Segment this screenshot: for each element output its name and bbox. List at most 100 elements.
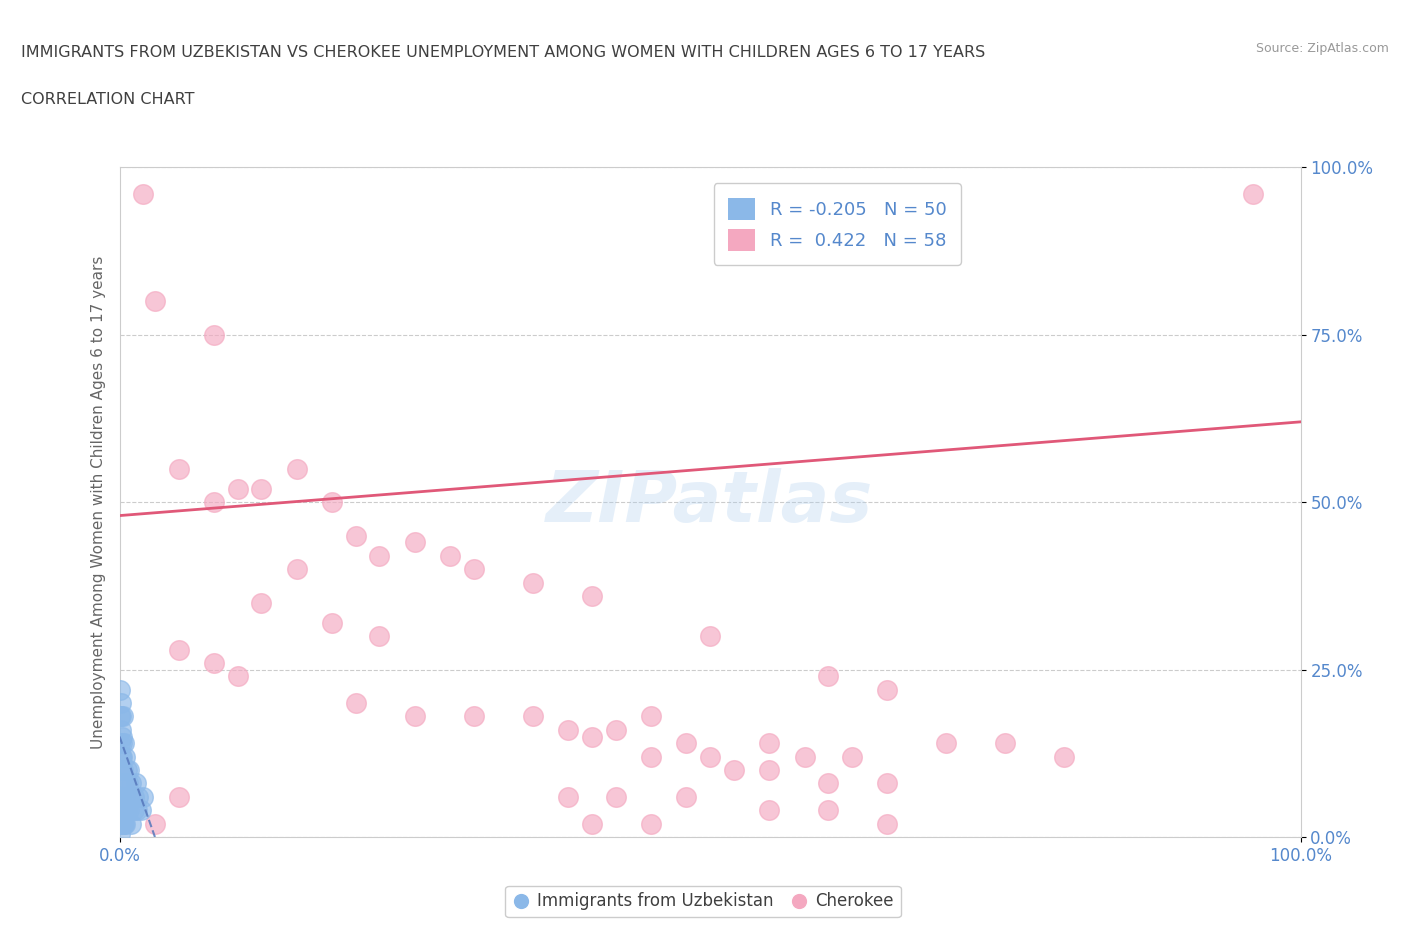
- Point: [110, 817, 132, 831]
- Point: [1241, 187, 1264, 202]
- Point: [404, 535, 426, 550]
- Point: [226, 482, 249, 497]
- Point: [368, 549, 391, 564]
- Point: [114, 750, 136, 764]
- Point: [368, 629, 391, 644]
- Point: [108, 776, 131, 790]
- Point: [112, 709, 135, 724]
- Point: [285, 461, 308, 476]
- Point: [640, 750, 662, 764]
- Point: [675, 790, 697, 804]
- Point: [112, 803, 135, 817]
- Point: [699, 629, 721, 644]
- Point: [640, 709, 662, 724]
- Point: [581, 729, 603, 744]
- Point: [557, 790, 579, 804]
- Point: [110, 750, 132, 764]
- Point: [111, 750, 134, 764]
- Point: [114, 817, 136, 831]
- Point: [581, 817, 603, 831]
- Point: [111, 729, 134, 744]
- Point: [463, 562, 485, 577]
- Point: [110, 790, 132, 804]
- Point: [112, 817, 135, 831]
- Point: [675, 736, 697, 751]
- Point: [110, 817, 132, 831]
- Point: [110, 803, 132, 817]
- Point: [108, 826, 131, 841]
- Point: [522, 709, 544, 724]
- Text: ZIPatlas: ZIPatlas: [547, 468, 873, 537]
- Point: [111, 763, 134, 777]
- Point: [841, 750, 863, 764]
- Point: [321, 495, 343, 510]
- Point: [118, 803, 141, 817]
- Point: [250, 595, 273, 610]
- Point: [110, 736, 132, 751]
- Point: [202, 495, 225, 510]
- Point: [817, 776, 839, 790]
- Point: [202, 656, 225, 671]
- Y-axis label: Unemployment Among Women with Children Ages 6 to 17 years: Unemployment Among Women with Children A…: [90, 256, 105, 749]
- Point: [167, 461, 190, 476]
- Point: [143, 817, 166, 831]
- Point: [285, 562, 308, 577]
- Legend: R = -0.205   N = 50, R =  0.422   N = 58: R = -0.205 N = 50, R = 0.422 N = 58: [714, 183, 960, 265]
- Point: [125, 776, 148, 790]
- Point: [1053, 750, 1076, 764]
- Point: [994, 736, 1017, 751]
- Point: [699, 750, 721, 764]
- Point: [132, 187, 155, 202]
- Point: [112, 776, 135, 790]
- Point: [110, 817, 132, 831]
- Point: [110, 803, 132, 817]
- Point: [129, 803, 152, 817]
- Point: [876, 683, 898, 698]
- Point: [115, 763, 138, 777]
- Point: [226, 669, 249, 684]
- Point: [111, 817, 134, 831]
- Point: [605, 790, 627, 804]
- Point: [463, 709, 485, 724]
- Point: [143, 294, 166, 309]
- Point: [817, 669, 839, 684]
- Point: [581, 589, 603, 604]
- Point: [108, 709, 131, 724]
- Point: [202, 327, 225, 342]
- Text: IMMIGRANTS FROM UZBEKISTAN VS CHEROKEE UNEMPLOYMENT AMONG WOMEN WITH CHILDREN AG: IMMIGRANTS FROM UZBEKISTAN VS CHEROKEE U…: [21, 46, 986, 60]
- Point: [439, 549, 461, 564]
- Point: [758, 803, 780, 817]
- Point: [557, 723, 579, 737]
- Point: [120, 817, 142, 831]
- Point: [250, 482, 273, 497]
- Point: [876, 817, 898, 831]
- Point: [108, 803, 131, 817]
- Point: [522, 575, 544, 590]
- Point: [122, 803, 145, 817]
- Point: [112, 817, 135, 831]
- Point: [876, 776, 898, 790]
- Point: [321, 616, 343, 631]
- Point: [111, 803, 134, 817]
- Point: [118, 763, 141, 777]
- Point: [758, 736, 780, 751]
- Point: [344, 696, 367, 711]
- Point: [115, 803, 138, 817]
- Point: [723, 763, 745, 777]
- Point: [344, 528, 367, 543]
- Point: [817, 803, 839, 817]
- Point: [112, 736, 135, 751]
- Point: [108, 790, 131, 804]
- Point: [108, 683, 131, 698]
- Point: [167, 642, 190, 657]
- Point: [758, 763, 780, 777]
- Point: [640, 817, 662, 831]
- Point: [167, 790, 190, 804]
- Point: [112, 763, 135, 777]
- Point: [114, 790, 136, 804]
- Point: [122, 790, 145, 804]
- Point: [793, 750, 815, 764]
- Point: [605, 723, 627, 737]
- Point: [132, 790, 155, 804]
- Point: [110, 723, 132, 737]
